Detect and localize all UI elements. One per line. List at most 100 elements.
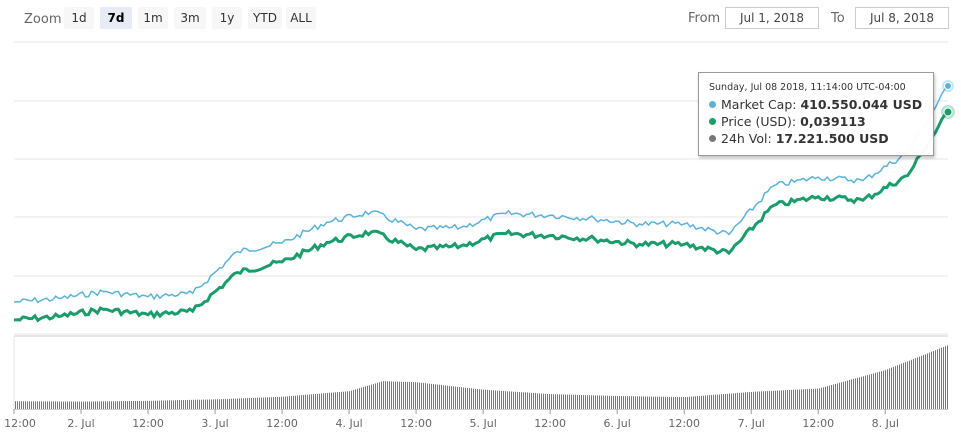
volume-bar <box>671 396 672 409</box>
volume-bar <box>337 392 338 409</box>
from-date-input[interactable]: Jul 1, 2018 <box>725 7 819 29</box>
volume-dot-icon <box>709 135 716 142</box>
volume-bar <box>739 392 740 409</box>
tooltip-value: 0,039113 <box>800 114 866 129</box>
volume-bar <box>719 394 720 409</box>
volume-bar <box>675 397 676 409</box>
volume-bar <box>529 392 530 409</box>
volume-bar <box>673 396 674 409</box>
volume-bar <box>747 392 748 409</box>
volume-bar <box>133 401 134 409</box>
volume-bar <box>299 395 300 409</box>
volume-bar <box>419 382 420 409</box>
volume-bar <box>679 397 680 409</box>
volume-bars <box>15 345 948 409</box>
zoom-all-button[interactable]: ALL <box>286 7 316 29</box>
tooltip-row-market-cap: Market Cap: 410.550.044 USD <box>709 97 922 112</box>
price-point <box>943 107 953 117</box>
volume-bar <box>395 381 396 409</box>
volume-bar <box>931 351 932 409</box>
volume-bar <box>409 382 410 409</box>
volume-bar <box>333 392 334 409</box>
volume-bar <box>245 398 246 409</box>
zoom-ytd-button[interactable]: YTD <box>248 7 282 29</box>
volume-bar <box>315 394 316 409</box>
volume-bar <box>623 396 624 409</box>
volume-bar <box>91 401 92 409</box>
volume-bar <box>399 381 400 409</box>
volume-bar <box>31 401 32 409</box>
x-tick-label: 12:00 <box>668 417 700 430</box>
volume-bar <box>785 390 786 409</box>
volume-bar <box>151 400 152 409</box>
market-cap-point <box>944 82 952 90</box>
volume-bar <box>199 399 200 409</box>
volume-bar <box>777 390 778 409</box>
volume-bar <box>731 393 732 409</box>
volume-bar <box>929 352 930 409</box>
volume-bar <box>845 381 846 409</box>
zoom-1m-button[interactable]: 1m <box>138 7 168 29</box>
volume-bar <box>121 401 122 409</box>
volume-bar <box>765 391 766 409</box>
volume-bar <box>37 401 38 409</box>
volume-bar <box>157 400 158 409</box>
zoom-1y-button[interactable]: 1y <box>212 7 242 29</box>
volume-bar <box>389 381 390 409</box>
volume-bar <box>311 394 312 409</box>
volume-bar <box>81 401 82 409</box>
volume-bar <box>877 372 878 409</box>
volume-bar <box>79 401 80 409</box>
volume-bar <box>23 401 24 409</box>
volume-bar <box>501 390 502 409</box>
volume-bar <box>505 391 506 409</box>
zoom-3m-button[interactable]: 3m <box>174 7 206 29</box>
volume-bar <box>717 394 718 409</box>
volume-bar <box>253 397 254 409</box>
tooltip-row-price: Price (USD): 0,039113 <box>709 114 866 129</box>
volume-bar <box>307 394 308 409</box>
volume-bar <box>725 393 726 409</box>
tooltip-label: Market Cap: <box>721 97 797 112</box>
zoom-7d-button[interactable]: 7d <box>100 7 132 29</box>
volume-bar <box>489 390 490 409</box>
volume-bar <box>549 394 550 409</box>
volume-bar <box>695 396 696 409</box>
volume-bar <box>803 389 804 409</box>
volume-bar <box>153 400 154 409</box>
volume-bar <box>25 401 26 409</box>
volume-bar <box>83 401 84 409</box>
volume-bar <box>935 350 936 409</box>
x-tick-label: 4. Jul <box>335 417 362 430</box>
volume-bar <box>579 394 580 409</box>
volume-bar <box>781 390 782 409</box>
market-cap-line <box>13 85 949 304</box>
volume-bar <box>473 388 474 409</box>
volume-bar <box>669 396 670 409</box>
volume-bar <box>705 395 706 409</box>
volume-bar <box>105 401 106 409</box>
volume-bar <box>561 394 562 409</box>
volume-bar <box>51 401 52 409</box>
volume-bar <box>163 400 164 409</box>
volume-bar <box>913 359 914 409</box>
volume-bar <box>257 397 258 409</box>
volume-bar <box>233 398 234 409</box>
volume-bar <box>331 392 332 409</box>
volume-bar <box>211 399 212 409</box>
volume-bar <box>147 400 148 409</box>
volume-bar <box>517 391 518 409</box>
volume-bar <box>627 396 628 409</box>
volume-bar <box>659 396 660 409</box>
volume-bar <box>351 390 352 409</box>
volume-bar <box>373 384 374 409</box>
volume-bar <box>77 401 78 409</box>
volume-bar <box>665 396 666 409</box>
zoom-1d-button[interactable]: 1d <box>64 7 94 29</box>
volume-bar <box>115 401 116 409</box>
volume-bar <box>783 390 784 409</box>
volume-bar <box>833 384 834 409</box>
to-date-input[interactable]: Jul 8, 2018 <box>855 7 949 29</box>
volume-bar <box>631 396 632 409</box>
